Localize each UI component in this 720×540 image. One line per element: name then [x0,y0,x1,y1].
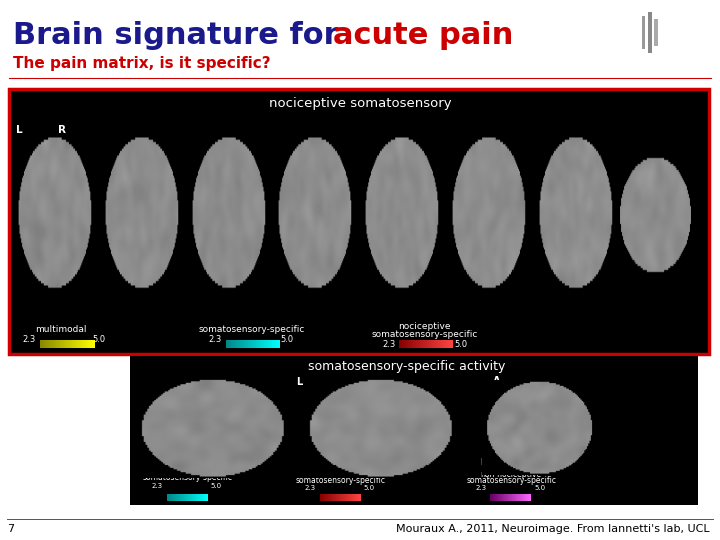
Text: L: L [296,377,302,387]
Text: 5.0: 5.0 [210,483,222,489]
Text: 2.3: 2.3 [305,485,316,491]
Text: nociceptive: nociceptive [318,470,363,478]
Bar [654,19,658,46]
Text: 2.3: 2.3 [22,335,35,344]
Text: x = -1: x = -1 [178,456,204,464]
Text: 5.0: 5.0 [454,340,467,349]
Text: somatosensory-specific: somatosensory-specific [143,473,232,482]
Text: 2.3: 2.3 [208,335,221,344]
Text: L: L [16,125,22,134]
Text: R: R [58,125,66,134]
Bar [648,12,652,53]
Text: nociceptive somatosensory: nociceptive somatosensory [269,97,451,110]
Text: somatosensory-specific activity: somatosensory-specific activity [308,360,505,373]
Bar [642,16,645,49]
Text: Brain signature for: Brain signature for [13,21,349,50]
Text: non-nociceptive: non-nociceptive [481,470,541,478]
Text: y = -34: y = -34 [322,456,352,464]
Bar [130,356,698,505]
Text: 5.0: 5.0 [93,335,106,344]
Text: 2.3: 2.3 [475,485,487,491]
Text: 2.3: 2.3 [382,340,395,349]
Text: The pain matrix, is it specific?: The pain matrix, is it specific? [13,56,271,71]
Text: A: A [493,376,500,386]
Text: somatosensory-specific: somatosensory-specific [467,476,557,485]
Text: 5.0: 5.0 [364,485,375,491]
Text: multimodal: multimodal [35,325,87,334]
Bar [9,89,709,354]
Text: R: R [374,377,382,387]
Text: somatosensory-specific: somatosensory-specific [372,330,478,339]
Text: acute pain: acute pain [333,21,514,50]
Text: 2.3: 2.3 [151,483,163,489]
Text: 5.0: 5.0 [280,335,293,344]
Text: p    z = 68: p z = 68 [481,456,524,464]
Text: somatosensory-specific: somatosensory-specific [296,476,386,485]
Text: nociceptive: nociceptive [399,322,451,330]
Text: 7: 7 [7,524,14,534]
Text: 5.0: 5.0 [534,485,546,491]
Text: somatosensory-specific: somatosensory-specific [199,325,305,334]
Text: Mouraux A., 2011, Neuroimage. From Iannetti's lab, UCL: Mouraux A., 2011, Neuroimage. From Ianne… [395,524,709,534]
